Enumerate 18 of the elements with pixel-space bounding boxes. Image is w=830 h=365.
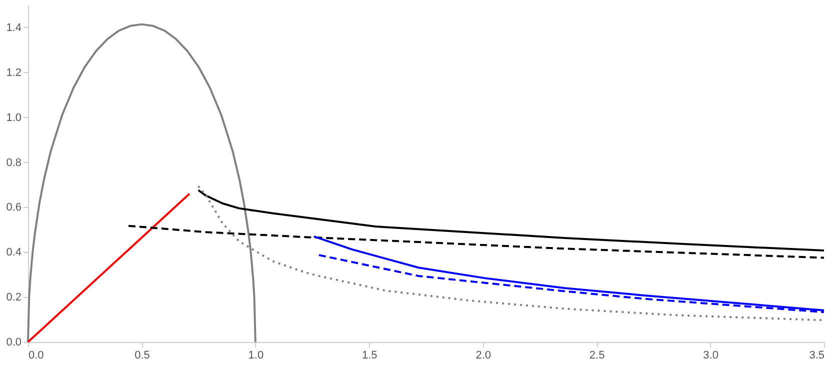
y-tick-label: 0.6 — [6, 202, 22, 214]
line-series — [197, 189, 825, 252]
y-tick-label: 0.0 — [6, 336, 22, 348]
line-series — [128, 224, 825, 259]
x-tick-label: 0.0 — [28, 350, 44, 362]
y-tick-label: 1.4 — [6, 22, 22, 34]
y-tick-label: 1.2 — [6, 66, 22, 79]
y-tick-label: 0.2 — [6, 292, 22, 304]
x-tick-label: 1.0 — [248, 350, 264, 362]
x-tick-label: 1.5 — [362, 350, 378, 362]
x-tick-label: 3.5 — [809, 350, 824, 362]
y-tick-label: 0.4 — [6, 246, 22, 259]
y-tick-label: 0.8 — [6, 156, 22, 169]
x-tick-label: 2.0 — [476, 350, 492, 362]
x-tick-label: 2.5 — [589, 350, 605, 362]
x-tick-label: 0.5 — [134, 350, 150, 362]
y-tick-label: 1.0 — [6, 112, 22, 124]
x-tick-label: 3.0 — [703, 350, 718, 362]
